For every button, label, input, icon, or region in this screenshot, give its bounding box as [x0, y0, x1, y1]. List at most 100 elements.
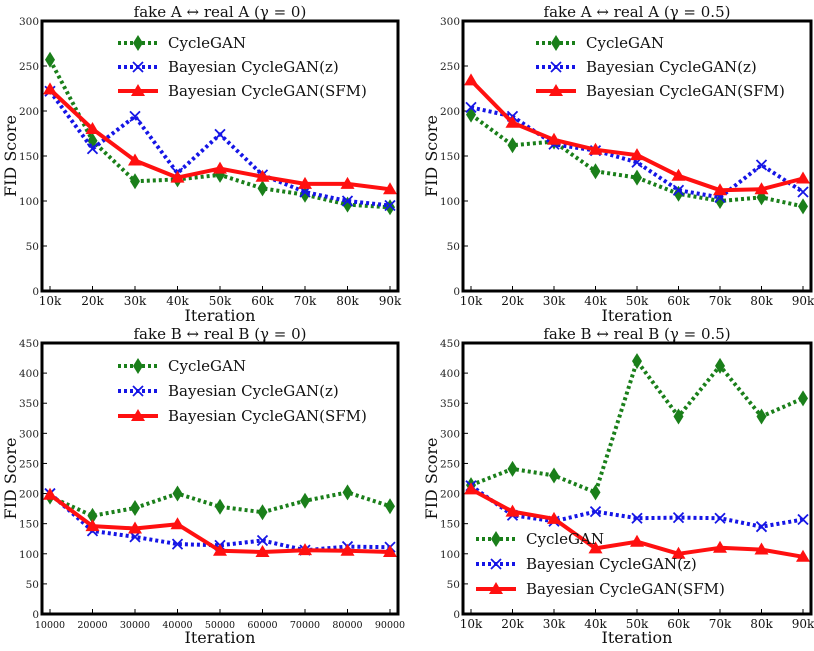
chart-2-legend-label-0: CycleGAN [168, 357, 246, 375]
chart-3-series-2-point-6 [713, 540, 727, 553]
chart-3-ytick-5: 250 [440, 458, 460, 470]
chart-3-legend-label-1: Bayesian CycleGAN(z) [526, 555, 697, 573]
chart-1-series-2-point-8 [796, 171, 810, 184]
chart-2-legend: CycleGAN Bayesian CycleGAN(z) Bayesian Cyc… [118, 357, 367, 425]
chart-2-ytick-4: 200 [19, 489, 39, 501]
chart-3-ytick-3: 150 [440, 519, 460, 531]
chart-0-ytick-3: 150 [19, 151, 39, 163]
chart-1-xtick-2: 30k [543, 294, 566, 308]
chart-2-ytick-6: 300 [19, 428, 39, 440]
chart-1-series-2-point-4 [630, 148, 644, 161]
chart-2-series-2-point-3 [170, 517, 185, 530]
chart-2-frame [40, 341, 400, 616]
chart-1-series-2-point-1 [505, 115, 520, 128]
chart-0-xtick-7: 80k [336, 294, 359, 308]
chart-1-series-1-point-8 [797, 186, 809, 198]
chart-3-ytick-7: 350 [440, 398, 460, 410]
chart-2-xtick-1: 20000 [77, 620, 107, 631]
chart-2-ytick-5: 250 [19, 458, 39, 470]
chart-0-series-1-point-legend [132, 61, 144, 73]
chart-2-series-2-point-0 [43, 487, 57, 500]
chart-2-xtick-2: 30000 [120, 620, 150, 631]
chart-3-series-2-point-4 [630, 534, 644, 547]
chart-1-series-0-point-1 [507, 137, 518, 154]
chart-0-series-0-point-legend [133, 35, 143, 51]
chart-1-series-1-point-legend [550, 61, 562, 73]
chart-0-series-2-point-7 [340, 176, 355, 189]
chart-0-xtick-5: 60k [251, 294, 274, 308]
chart-1-series-0-point-8 [798, 198, 808, 215]
chart-1-legend: CycleGAN Bayesian CycleGAN(z) Bayesian Cyc… [536, 34, 785, 100]
chart-2-series-1-point-2 [129, 531, 141, 543]
chart-1-series-0-point-4 [632, 169, 642, 186]
chart-0-legend: CycleGAN Bayesian CycleGAN(z) Bayesian Cyc… [118, 34, 367, 100]
chart-2-legend-label-1: Bayesian CycleGAN(z) [168, 382, 339, 400]
chart-1-xtick-0: 10k [460, 294, 483, 308]
chart-2-ytick-7: 350 [19, 398, 39, 410]
chart-3-series-1-point-8 [797, 513, 809, 526]
chart-0-legend-label-1: Bayesian CycleGAN(z) [168, 58, 339, 76]
chart-1-xtick-6: 70k [709, 294, 732, 308]
chart-2-series-0-point-1 [87, 507, 98, 524]
chart-0-ytick-5: 250 [19, 61, 39, 73]
chart-0-ytick-4: 200 [19, 106, 39, 118]
chart-0-xtick-0: 10k [39, 294, 62, 308]
chart-2-series-2-point-legend [131, 409, 145, 421]
chart-1-series-2-point-6 [713, 183, 727, 196]
chart-3-xtick-2: 30k [543, 617, 566, 631]
chart-2-series-1-point-5 [256, 534, 269, 547]
chart-3-series-0-point-7 [756, 408, 767, 425]
chart-3-series-1-point-legend [490, 558, 502, 570]
chart-1-title: fake A ↔ real A (γ = 0.5) [544, 3, 731, 21]
chart-0-series-1-point-2 [129, 110, 141, 123]
chart-0-xtick-4: 50k [209, 294, 232, 308]
chart-3-series-2-point-8 [796, 549, 810, 562]
chart-2-series-2-point-4 [213, 543, 227, 556]
chart-3-series-0-point-3 [590, 484, 601, 501]
chart-3-series-1-point-6 [714, 512, 726, 524]
chart-0-series-2-point-3 [170, 170, 185, 183]
chart-2-series-2-point-5 [255, 544, 270, 557]
chart-3-ytick-9: 450 [440, 338, 460, 350]
chart-3-ytick-1: 50 [447, 579, 460, 591]
chart-0-legend-label-2: Bayesian CycleGAN(SFM) [168, 82, 367, 100]
chart-3-series-0-point-2 [549, 467, 559, 484]
chart-3-ytick-6: 300 [440, 428, 460, 440]
chart-2-series-2-point-1 [85, 519, 100, 532]
chart-3-series-0-line [470, 359, 804, 495]
chart-3-series-0-point-6 [715, 357, 725, 374]
chart-3-xtick-1: 20k [501, 617, 524, 631]
chart-0-series-1-point-8 [384, 199, 396, 212]
chart-2-series-2-point-7 [340, 543, 355, 556]
chart-1-xtick-4: 50k [626, 294, 649, 308]
chart-2-xtick-6: 70000 [290, 620, 320, 631]
chart-1-legend-label-2: Bayesian CycleGAN(SFM) [586, 82, 785, 100]
chart-0-series-2-point-2 [128, 153, 142, 166]
chart-2-ytick-8: 400 [19, 368, 39, 380]
chart-3-ytick-8: 400 [440, 368, 460, 380]
chart-1-xtick-3: 40k [584, 294, 607, 308]
chart-0-series-0-point-2 [130, 173, 140, 190]
chart-1-series-2-point-7 [754, 182, 769, 195]
chart-1-xlabel: Iteration [602, 306, 673, 325]
chart-0-xtick-8: 90k [379, 294, 402, 308]
chart-1-series-2-point-legend [549, 84, 563, 96]
chart-3-series-2-point-3 [588, 541, 603, 554]
chart-3: fake B ↔ real B (γ = 0.5) 0 50 100 150 200 250… [422, 325, 814, 647]
chart-0-ytick-0: 0 [32, 286, 39, 298]
chart-3-series-2-point-1 [505, 504, 520, 517]
chart-2-series-0-point-2 [130, 500, 140, 517]
chart-1-frame [461, 19, 813, 293]
chart-3-legend-label-2: Bayesian CycleGAN(SFM) [526, 580, 725, 598]
chart-3-xtick-3: 40k [584, 617, 607, 631]
chart-2-xlabel: Iteration [185, 628, 256, 647]
chart-0-xlabel: Iteration [185, 306, 256, 325]
chart-3-series-2-point-2 [547, 511, 561, 524]
chart-3-series-0-point-legend [491, 531, 501, 547]
chart-1-series-0-line [469, 112, 804, 209]
chart-2-ylabel: FID Score [1, 437, 20, 519]
chart-3-series-2-point-0 [464, 482, 478, 495]
chart-2-ytick-3: 150 [19, 519, 39, 531]
chart-2-series-2-point-6 [298, 543, 312, 556]
chart-3-series-2-point-legend [489, 582, 503, 594]
